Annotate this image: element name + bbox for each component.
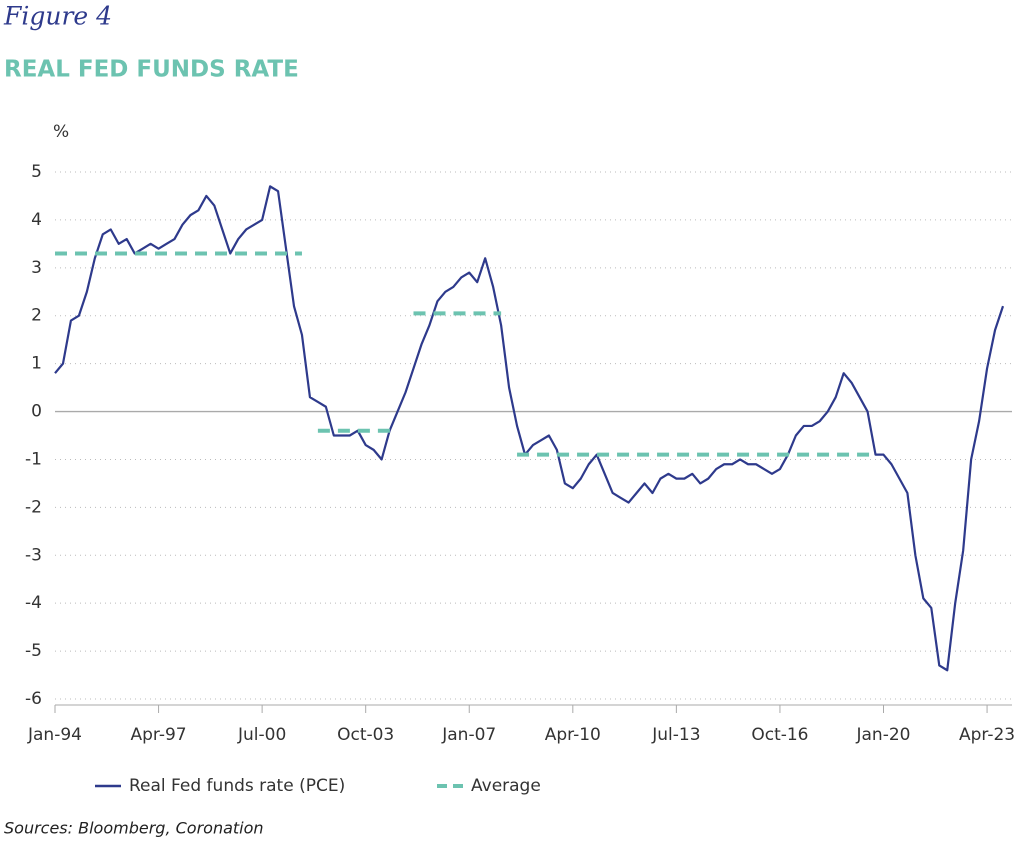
x-tick-label: Apr-97 bbox=[131, 725, 187, 745]
y-tick-label: -2 bbox=[25, 497, 42, 517]
x-tick-label: Jan-20 bbox=[856, 725, 911, 745]
y-tick-label: -4 bbox=[25, 593, 42, 613]
source: Sources: Bloomberg, Coronation bbox=[4, 819, 264, 838]
x-tick-label: Oct-16 bbox=[751, 725, 808, 745]
y-tick-label: -1 bbox=[25, 449, 42, 469]
x-tick-label: Jan-07 bbox=[441, 725, 496, 745]
x-tick-label: Apr-23 bbox=[959, 725, 1015, 745]
legend-label: Average bbox=[471, 776, 541, 796]
y-tick-label: -3 bbox=[25, 545, 42, 565]
x-tick-label: Apr-10 bbox=[545, 725, 601, 745]
y-tick-label: 0 bbox=[31, 402, 42, 422]
y-tick-label: 5 bbox=[31, 162, 42, 182]
series-line bbox=[54, 185, 1005, 672]
y-tick-label: 4 bbox=[31, 210, 42, 230]
chart-title: REAL FED FUNDS RATE bbox=[4, 57, 299, 83]
x-tick-label: Oct-03 bbox=[337, 725, 394, 745]
figure-label: Figure 4 bbox=[3, 2, 112, 31]
x-tick-label: Jul-13 bbox=[651, 725, 700, 745]
y-axis-label: % bbox=[53, 122, 69, 142]
y-tick-label: -6 bbox=[25, 689, 42, 709]
y-tick-label: 1 bbox=[31, 354, 42, 374]
y-tick-label: 2 bbox=[31, 306, 42, 326]
legend-label: Real Fed funds rate (PCE) bbox=[129, 776, 345, 796]
y-tick-label: -5 bbox=[25, 641, 42, 661]
x-tick-label: Jan-94 bbox=[27, 725, 82, 745]
y-tick-label: 3 bbox=[31, 258, 42, 278]
series-line bbox=[55, 251, 876, 457]
x-tick-label: Jul-00 bbox=[237, 725, 286, 745]
